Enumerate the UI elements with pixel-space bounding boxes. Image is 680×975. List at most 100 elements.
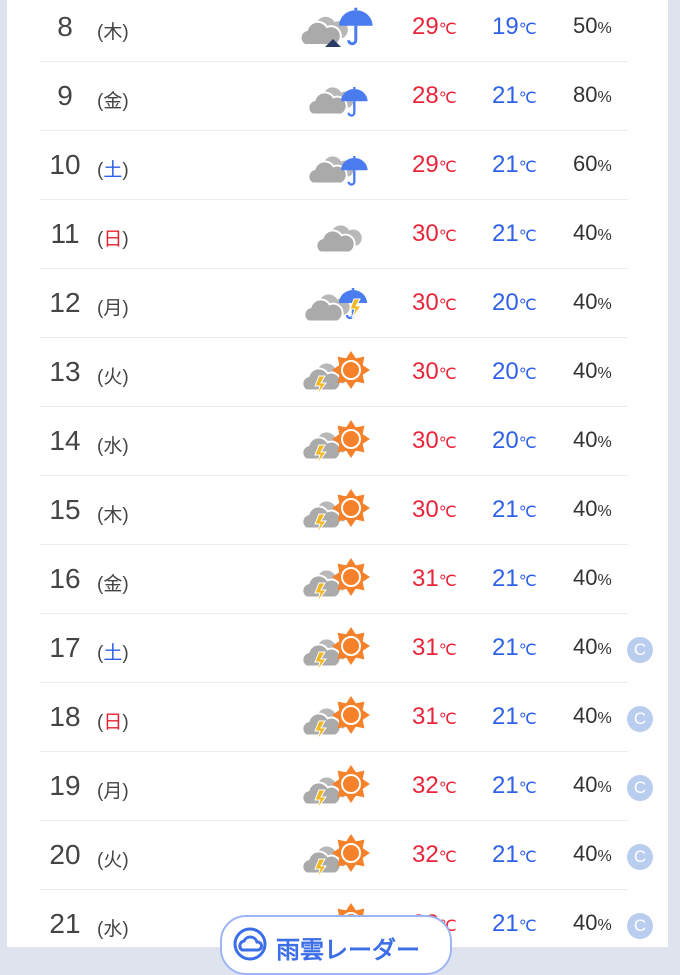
- high-temp-value: 30: [412, 496, 439, 523]
- temp-unit: ℃: [518, 90, 537, 107]
- temp-unit: ℃: [518, 159, 537, 176]
- pop-unit: %: [597, 779, 612, 796]
- forecast-row: 16 (金) 31℃ 21℃ 40%: [40, 545, 628, 614]
- weekday-char: 金: [103, 91, 123, 112]
- high-temp: 30℃: [412, 496, 457, 524]
- rain-radar-button[interactable]: 雨雲レーダー: [220, 915, 452, 975]
- low-temp: 19℃: [492, 13, 537, 41]
- temp-unit: ℃: [438, 642, 457, 659]
- weekday-label: (日): [97, 229, 129, 250]
- cloud-rain-thunder-icon: [295, 281, 375, 327]
- pop-value: 40: [573, 910, 598, 935]
- pop-value: 40: [573, 496, 598, 521]
- forecast-row: 14 (水) 30℃ 20℃ 40%: [40, 407, 628, 476]
- pop-unit: %: [597, 296, 612, 313]
- high-temp: 29℃: [412, 13, 457, 41]
- pop-value: 40: [573, 220, 598, 245]
- high-temp: 30℃: [412, 427, 457, 455]
- temp-unit: ℃: [438, 297, 457, 314]
- pop-unit: %: [597, 848, 612, 865]
- weekday-char: 月: [103, 298, 123, 319]
- temp-unit: ℃: [438, 366, 457, 383]
- weekday-label: (土): [97, 643, 129, 664]
- high-temp-value: 32: [412, 841, 439, 868]
- low-temp-value: 21: [492, 634, 519, 661]
- low-temp-value: 21: [492, 151, 519, 178]
- day-number: 20: [49, 839, 81, 870]
- day-number: 8: [57, 11, 73, 42]
- precipitation-probability: 40%: [573, 427, 612, 453]
- high-temp: 30℃: [412, 220, 457, 248]
- high-temp: 31℃: [412, 634, 457, 662]
- low-temp-value: 20: [492, 427, 519, 454]
- high-temp: 31℃: [412, 703, 457, 731]
- temp-unit: ℃: [438, 159, 457, 176]
- high-temp: 32℃: [412, 772, 457, 800]
- temp-unit: ℃: [518, 780, 537, 797]
- low-temp: 21℃: [492, 772, 537, 800]
- high-temp-value: 31: [412, 565, 439, 592]
- high-temp-value: 31: [412, 703, 439, 730]
- forecast-row: 8 (木) 29℃ 19℃ 50%: [40, 0, 628, 62]
- forecast-row: 17 (土) 31℃ 21℃ 40% C: [40, 614, 653, 683]
- weekday-label: (水): [97, 436, 129, 457]
- forecast-row: 13 (火) 30℃ 20℃ 40%: [40, 338, 628, 407]
- weekday-label: (火): [97, 850, 129, 871]
- precipitation-probability: 40%: [573, 358, 612, 384]
- day-number: 18: [49, 701, 81, 732]
- high-temp: 32℃: [412, 841, 457, 869]
- pop-unit: %: [597, 158, 612, 175]
- weekday-char: 水: [103, 919, 123, 940]
- low-temp-value: 21: [492, 220, 519, 247]
- cloud-rain-icon: [295, 74, 375, 120]
- weekday-char: 土: [103, 643, 123, 664]
- temp-unit: ℃: [518, 918, 537, 935]
- weekday-char: 木: [103, 22, 123, 43]
- temp-unit: ℃: [518, 435, 537, 452]
- weekday-label: (月): [97, 781, 129, 802]
- high-temp-value: 31: [412, 634, 439, 661]
- reliability-badge[interactable]: C: [627, 913, 653, 939]
- low-temp-value: 21: [492, 703, 519, 730]
- weekday-char: 土: [103, 160, 123, 181]
- day-number: 19: [49, 770, 81, 801]
- temp-unit: ℃: [518, 228, 537, 245]
- weekday-char: 日: [103, 712, 123, 733]
- reliability-badge[interactable]: C: [627, 775, 653, 801]
- reliability-badge[interactable]: C: [627, 706, 653, 732]
- precipitation-probability: 40%: [573, 703, 612, 729]
- pop-unit: %: [597, 710, 612, 727]
- thunder-cloud-sun-icon: [295, 557, 375, 603]
- weekday-label: (金): [97, 574, 129, 595]
- temp-unit: ℃: [438, 228, 457, 245]
- pop-value: 50: [573, 13, 598, 38]
- pop-unit: %: [597, 503, 612, 520]
- weekday-char: 月: [103, 781, 123, 802]
- radar-cloud-icon: [233, 927, 267, 961]
- pop-value: 40: [573, 772, 598, 797]
- day-number: 11: [50, 218, 80, 249]
- low-temp: 21℃: [492, 634, 537, 662]
- precipitation-probability: 40%: [573, 772, 612, 798]
- pop-unit: %: [597, 641, 612, 658]
- low-temp: 20℃: [492, 358, 537, 386]
- temp-unit: ℃: [518, 849, 537, 866]
- forecast-row: 18 (日) 31℃ 21℃ 40% C: [40, 683, 653, 752]
- weekday-label: (月): [97, 298, 129, 319]
- low-temp-value: 21: [492, 496, 519, 523]
- day-number: 16: [49, 563, 81, 594]
- day-number: 14: [49, 425, 81, 456]
- high-temp-value: 30: [412, 289, 439, 316]
- precipitation-probability: 40%: [573, 220, 612, 246]
- high-temp-value: 30: [412, 220, 439, 247]
- temp-unit: ℃: [438, 435, 457, 452]
- reliability-badge[interactable]: C: [627, 844, 653, 870]
- pop-value: 40: [573, 358, 598, 383]
- low-temp: 21℃: [492, 841, 537, 869]
- weekday-label: (木): [97, 22, 129, 43]
- forecast-row: 10 (土) 29℃ 21℃ 60%: [40, 131, 628, 200]
- reliability-badge[interactable]: C: [627, 637, 653, 663]
- low-temp-value: 21: [492, 82, 519, 109]
- temp-unit: ℃: [518, 21, 537, 38]
- precipitation-probability: 80%: [573, 82, 612, 108]
